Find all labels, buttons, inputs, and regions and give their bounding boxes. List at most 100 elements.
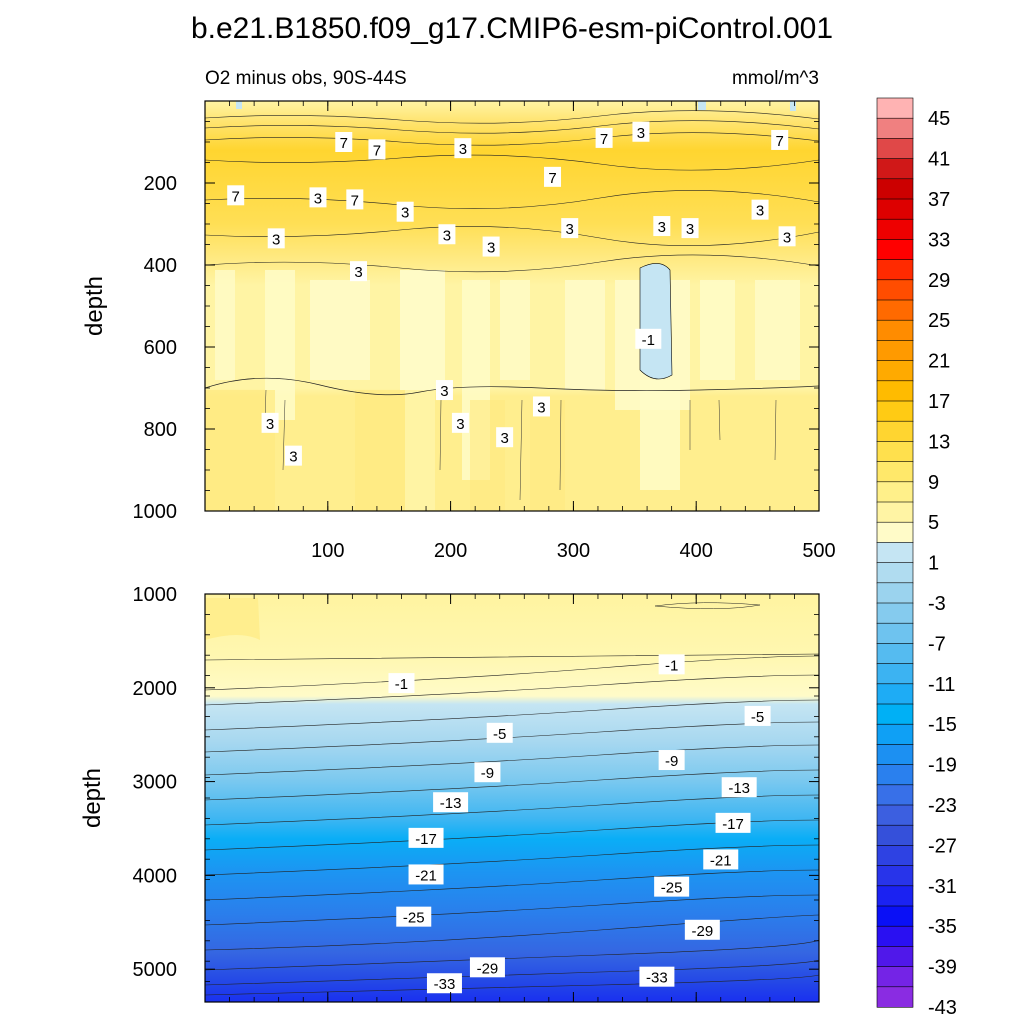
colorbar-swatch bbox=[876, 340, 914, 362]
colorbar-swatch bbox=[876, 521, 914, 544]
colorbar-swatch bbox=[876, 622, 914, 645]
contour-label-box bbox=[335, 132, 353, 152]
contour-label: -29 bbox=[477, 960, 499, 977]
x-tick-label: 200 bbox=[434, 540, 467, 562]
colorbar-swatch bbox=[876, 946, 914, 968]
contour-label: -17 bbox=[415, 831, 437, 848]
colorbar-label: 33 bbox=[928, 229, 950, 251]
contour-label: 3 bbox=[314, 190, 322, 207]
contour-label: -25 bbox=[661, 880, 683, 897]
contour-label: -33 bbox=[434, 976, 456, 993]
bottom-y-axis-ticks: 1000 2000 3000 4000 5000 bbox=[133, 584, 819, 1003]
colorbar-label: -19 bbox=[928, 755, 957, 777]
colorbar-swatch bbox=[876, 986, 914, 1008]
y-tick-label: 2000 bbox=[133, 678, 178, 700]
contour-label-box bbox=[771, 129, 789, 150]
colorbar-swatch bbox=[876, 97, 914, 119]
contour-label: -25 bbox=[403, 910, 425, 927]
contour-label-box bbox=[544, 166, 562, 187]
contour-label: 3 bbox=[658, 219, 666, 236]
contour-label-box bbox=[433, 792, 469, 813]
colorbar-label: -35 bbox=[928, 916, 957, 938]
colorbar-swatch bbox=[876, 744, 914, 766]
contour-label-box bbox=[469, 957, 505, 978]
contour-label: 3 bbox=[537, 399, 545, 416]
y-tick-label: 400 bbox=[144, 255, 177, 277]
colorbar-swatches bbox=[876, 97, 914, 1008]
contour-label: 7 bbox=[351, 192, 359, 209]
contour-label-box bbox=[703, 849, 739, 870]
contour-label: 3 bbox=[566, 221, 574, 238]
panel-subtitle-left: O2 minus obs, 90S-44S bbox=[205, 68, 407, 89]
contour-label-box bbox=[346, 189, 364, 210]
contour-label-box bbox=[684, 919, 720, 940]
contour-label: 3 bbox=[637, 125, 645, 142]
colorbar: 45 41 37 33 29 25 21 17 13 9 5 1 -3 -7 -11 -15 -19 -23 -27… bbox=[876, 97, 957, 1019]
colorbar-swatch bbox=[876, 481, 914, 503]
bottom-contour-lines bbox=[205, 598, 819, 996]
contour-label-box bbox=[632, 121, 650, 142]
colorbar-label: -39 bbox=[928, 957, 957, 979]
contour-label: -29 bbox=[691, 923, 713, 940]
colorbar-swatch bbox=[876, 643, 914, 665]
colorbar-swatch bbox=[876, 582, 914, 604]
colorbar-swatch bbox=[876, 784, 914, 806]
contour-label: 7 bbox=[600, 131, 608, 148]
colorbar-label: -3 bbox=[928, 593, 946, 615]
contour-label-box bbox=[681, 218, 699, 239]
contour-label: -17 bbox=[722, 816, 744, 833]
colorbar-swatch bbox=[876, 158, 914, 180]
contour-label: -13 bbox=[728, 780, 750, 797]
x-tick-label: 100 bbox=[311, 540, 344, 562]
colorbar-swatch bbox=[876, 824, 914, 847]
colorbar-swatch bbox=[876, 804, 914, 826]
colorbar-swatch bbox=[876, 542, 914, 564]
bottom-x-axis-ticks bbox=[229, 594, 820, 1002]
colorbar-swatch bbox=[876, 420, 914, 443]
colorbar-swatch bbox=[876, 400, 914, 422]
contour-label: 3 bbox=[443, 227, 451, 244]
contour-label-box bbox=[658, 654, 685, 675]
colorbar-swatch bbox=[876, 764, 914, 786]
colorbar-swatch bbox=[876, 117, 914, 139]
contour-label: -21 bbox=[415, 867, 437, 884]
y-tick-label: 5000 bbox=[133, 959, 178, 981]
contour-label-box bbox=[368, 139, 386, 160]
contour-label-box bbox=[396, 201, 414, 222]
colorbar-swatch bbox=[876, 501, 914, 523]
colorbar-label: 45 bbox=[928, 108, 950, 130]
contour-label-box bbox=[486, 722, 513, 743]
bottom-y-axis-label: depth bbox=[79, 768, 106, 828]
contour-label-box bbox=[639, 966, 675, 987]
top-field-features bbox=[205, 101, 819, 511]
contour-label-box bbox=[267, 228, 285, 249]
contour-label-box bbox=[451, 412, 469, 433]
colorbar-label: -15 bbox=[928, 714, 957, 736]
colorbar-swatch bbox=[876, 602, 914, 624]
contour-label: -5 bbox=[751, 709, 764, 726]
contour-label-box bbox=[635, 328, 662, 349]
contour-label-box bbox=[261, 412, 279, 433]
colorbar-label: 29 bbox=[928, 270, 950, 292]
contour-label-box bbox=[482, 236, 500, 257]
colorbar-swatch bbox=[876, 461, 914, 483]
contour-label: -13 bbox=[440, 795, 462, 812]
contour-label: -5 bbox=[493, 726, 506, 743]
contour-label-box bbox=[396, 906, 432, 927]
top-y-axis-label: depth bbox=[81, 276, 108, 336]
contour-label: -9 bbox=[665, 753, 678, 770]
top-y-axis-ticks: 200 400 600 800 1000 bbox=[133, 100, 819, 523]
x-tick-label: 500 bbox=[802, 540, 835, 562]
contour-label-box bbox=[408, 864, 444, 885]
contour-label: -1 bbox=[642, 332, 655, 349]
colorbar-label: 9 bbox=[928, 472, 939, 494]
colorbar-swatch bbox=[876, 178, 914, 200]
contour-label-box bbox=[658, 750, 685, 771]
contour-label-box bbox=[721, 777, 757, 798]
colorbar-swatch bbox=[876, 845, 914, 867]
contour-label: -21 bbox=[710, 852, 732, 869]
contour-label-box bbox=[532, 396, 550, 417]
contour-label: -9 bbox=[481, 765, 494, 782]
contour-label-box bbox=[227, 185, 245, 206]
colorbar-swatch bbox=[876, 279, 914, 301]
